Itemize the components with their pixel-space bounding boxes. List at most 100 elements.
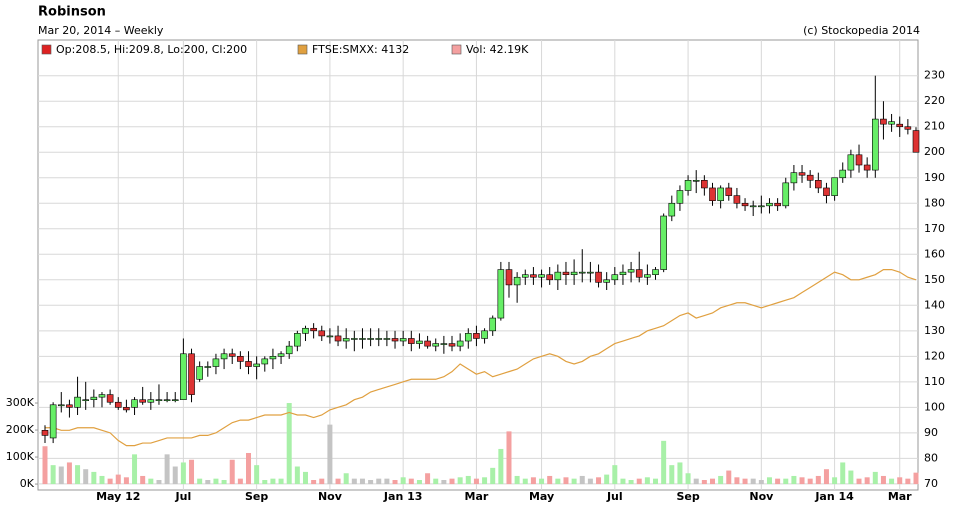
candle-body [603,279,610,283]
candle-body [57,404,65,407]
volume-bar [254,465,260,485]
candle-body [180,353,187,400]
volume-bar [156,480,162,485]
candle-body [627,269,635,273]
candle-body [432,343,440,347]
volume-bar [563,477,569,485]
volume-bar [897,477,903,485]
candle-body [896,123,904,128]
volume-bar [359,478,365,485]
volume-bar [840,462,846,485]
candle-body [513,276,521,286]
volume-bar [612,465,618,485]
y-tick-label: 200 [924,145,945,158]
legend-label: Op:208.5, Hi:209.8, Lo:200, Cl:200 [56,43,247,56]
candle-body [302,327,309,334]
volume-bar [530,477,536,485]
volume-bar [709,478,715,485]
candle-body [49,404,57,439]
candle-body [456,340,464,347]
volume-bar [465,475,471,485]
chart-subtitle: Mar 20, 2014 – Weekly [38,24,164,37]
volume-bar [506,431,512,485]
candle-body [440,343,448,345]
candle-body [538,274,545,278]
legend-swatch [297,44,308,55]
candle-body [815,180,822,189]
volume-bar [547,475,553,485]
volume-bar [42,446,48,485]
volume-bar [522,478,528,485]
candle-body [408,338,415,344]
volume-bar [905,478,911,485]
y-tick-label: 190 [924,171,945,184]
candle-body [578,271,586,274]
candle-body [237,356,244,362]
candle-body [147,399,155,403]
candle-body [530,274,537,278]
candle-body [912,130,920,153]
candle-body [546,274,553,281]
candle-body [798,172,806,176]
chart-title: Robinson [38,5,106,20]
volume-bar [636,478,642,485]
volume-bar [294,466,300,485]
candle-body [880,118,887,125]
y2-tick-label: 100K [6,450,35,463]
volume-bar [164,454,170,485]
candle-body [839,169,847,179]
y-tick-label: 140 [924,298,945,311]
volume-bar [433,478,439,485]
y-tick-label: 70 [924,477,938,490]
candle-body [375,338,383,340]
candle-body [155,399,163,401]
candle-body [114,401,122,408]
volume-bar [368,480,374,485]
volume-bar [775,478,781,485]
candle-body [619,271,627,275]
volume-bar [823,469,829,485]
volume-bar [180,462,186,485]
candle-body [863,164,871,171]
source: (c) Stockopedia 2014 [803,24,920,37]
candle-body [611,274,619,281]
x-tick-label: Nov [318,490,343,503]
candle-body [277,353,285,357]
volume-bar [229,459,235,485]
volume-bar [246,452,252,485]
volume-bar [628,480,634,485]
volume-bar [123,477,129,485]
volume-bar [490,467,496,485]
candle-body [725,187,733,196]
volume-bar [482,477,488,485]
candle-body [228,353,236,357]
volume-bar [783,478,789,485]
y-tick-label: 220 [924,94,945,107]
volume-bar [262,480,268,485]
y-tick-label: 210 [924,120,945,133]
candle-body [904,126,912,130]
candle-body [464,333,472,342]
y2-tick-label: 300K [6,396,35,409]
volume-bar [384,478,390,485]
candle-body [660,215,667,270]
candle-body [383,338,391,340]
candle-body [220,353,228,360]
candle-body [416,340,423,344]
legend-label: Vol: 42.19K [466,43,529,56]
legend-swatch [41,44,52,55]
candle-body [123,407,130,411]
candle-body [749,205,757,208]
x-tick-label: May [529,490,554,503]
candle-body [497,269,505,319]
candle-body [644,274,651,278]
candle-body [310,327,317,332]
volume-bar [555,478,561,485]
candle-body [806,174,814,181]
volume-bar [685,473,691,485]
volume-bar [197,478,203,485]
candle-body [855,154,863,166]
candle-body [587,271,594,274]
volume-bar [913,472,919,485]
volume-bar [91,471,97,485]
